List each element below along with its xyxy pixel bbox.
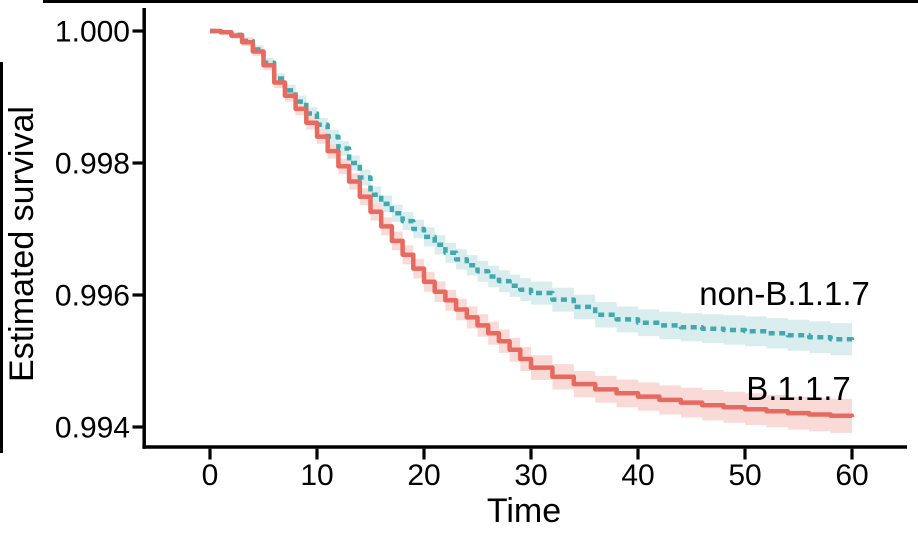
curve-labels: non-B.1.1.7 B.1.1.7	[699, 275, 870, 407]
curve-label-b117: B.1.1.7	[746, 370, 851, 407]
y-tick-label: 1.000	[55, 16, 130, 49]
panel-border-left	[0, 62, 3, 453]
y-tick-label: 0.994	[55, 412, 130, 445]
curve-label-non-b117: non-B.1.1.7	[699, 275, 870, 312]
y-tick-label: 0.998	[55, 148, 130, 181]
x-tick-label: 50	[728, 459, 761, 492]
axes	[142, 8, 907, 449]
survival-curves	[210, 28, 855, 419]
y-axis-title: Estimated survival	[3, 106, 41, 382]
x-tick-label: 10	[300, 459, 333, 492]
x-tick-label: 30	[514, 459, 547, 492]
x-axis-title: Time	[487, 492, 561, 530]
b117-curve	[210, 28, 855, 419]
tick-marks	[132, 29, 854, 460]
y-tick-label: 0.996	[55, 280, 130, 313]
b117-ci-band	[210, 30, 852, 435]
x-tick-label: 0	[202, 459, 219, 492]
non-b117-curve	[210, 28, 855, 342]
x-tick-label: 60	[835, 459, 868, 492]
tick-labels: 0 10 20 30 40 50 60 1.000 0.998 0.996 0.994	[55, 16, 869, 493]
x-tick-label: 20	[407, 459, 440, 492]
x-tick-label: 40	[621, 459, 654, 492]
panel-border-top	[43, 0, 918, 3]
